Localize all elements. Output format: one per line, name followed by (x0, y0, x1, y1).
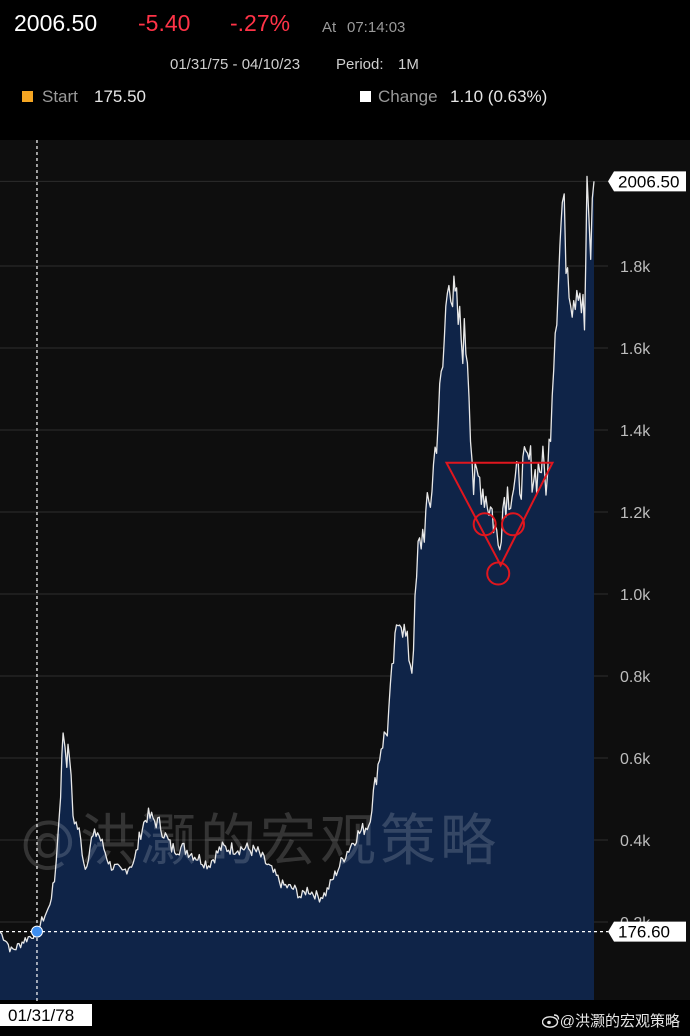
y-tick-label: 0.4k (620, 833, 651, 850)
crosshair-dot (30, 925, 43, 938)
change-label: Change (378, 87, 438, 106)
annotation-triangle (444, 461, 555, 568)
quote-header: 2006.50 -5.40 -.27% At 07:14:03 01/31/75… (0, 0, 690, 140)
price-area (0, 176, 594, 1000)
y-tick-label: 0.6k (620, 751, 651, 768)
percent-change: -.27% (230, 10, 291, 36)
net-change: -5.40 (138, 10, 191, 36)
change-swatch-icon (360, 91, 371, 102)
y-tick-label: 0.8k (620, 669, 651, 686)
annotations (444, 461, 555, 586)
value-labels: 2006.50 176.60 01/31/78 (0, 171, 686, 1026)
crosshair-date-text: 01/31/78 (8, 1006, 74, 1025)
y-tick-label: 1.0k (620, 587, 651, 604)
annotation-circle (501, 512, 526, 537)
annotation-circle (486, 561, 511, 586)
crosshair-value-label: 176.60 (608, 921, 686, 942)
start-value: 175.50 (94, 87, 146, 106)
y-tick-label: 1.6k (620, 341, 651, 358)
weibo-watermark-text: @洪灏的宏观策略 (559, 1013, 680, 1030)
last-price: 2006.50 (14, 10, 98, 36)
last-value-label-box (608, 171, 686, 192)
start-label: Start (42, 87, 78, 106)
weibo-watermark: @洪灏的宏观策略 (541, 1010, 680, 1031)
y-tick-label: 1.4k (620, 423, 651, 440)
watermark-text: @洪灏的宏观策略 (20, 809, 500, 874)
crosshair (0, 140, 608, 1002)
y-tick-label: 1.8k (620, 259, 651, 276)
period-label: Period: (336, 56, 384, 73)
period-value[interactable]: 1M (398, 56, 419, 73)
crosshair-date-label: 01/31/78 (0, 1004, 92, 1026)
annotation-circle (472, 512, 497, 537)
change-value: 1.10 (0.63%) (450, 87, 548, 106)
y-axis-ticks: 0.2k0.4k0.6k0.8k1.0k1.2k1.4k1.6k1.8k (620, 259, 651, 932)
asof-time: 07:14:03 (347, 19, 406, 36)
crosshair-value-label-box (608, 921, 686, 942)
date-range[interactable]: 01/31/75 - 04/10/23 (170, 56, 301, 73)
weibo-icon (541, 1014, 559, 1028)
last-value-label-text: 2006.50 (618, 172, 679, 191)
crosshair-value-label-text: 176.60 (618, 923, 670, 942)
last-value-label: 2006.50 (608, 171, 686, 192)
crosshair-date-box (0, 1004, 92, 1026)
asof-label: At (322, 19, 337, 36)
start-swatch-icon (22, 91, 33, 102)
y-tick-label: 1.2k (620, 505, 651, 522)
